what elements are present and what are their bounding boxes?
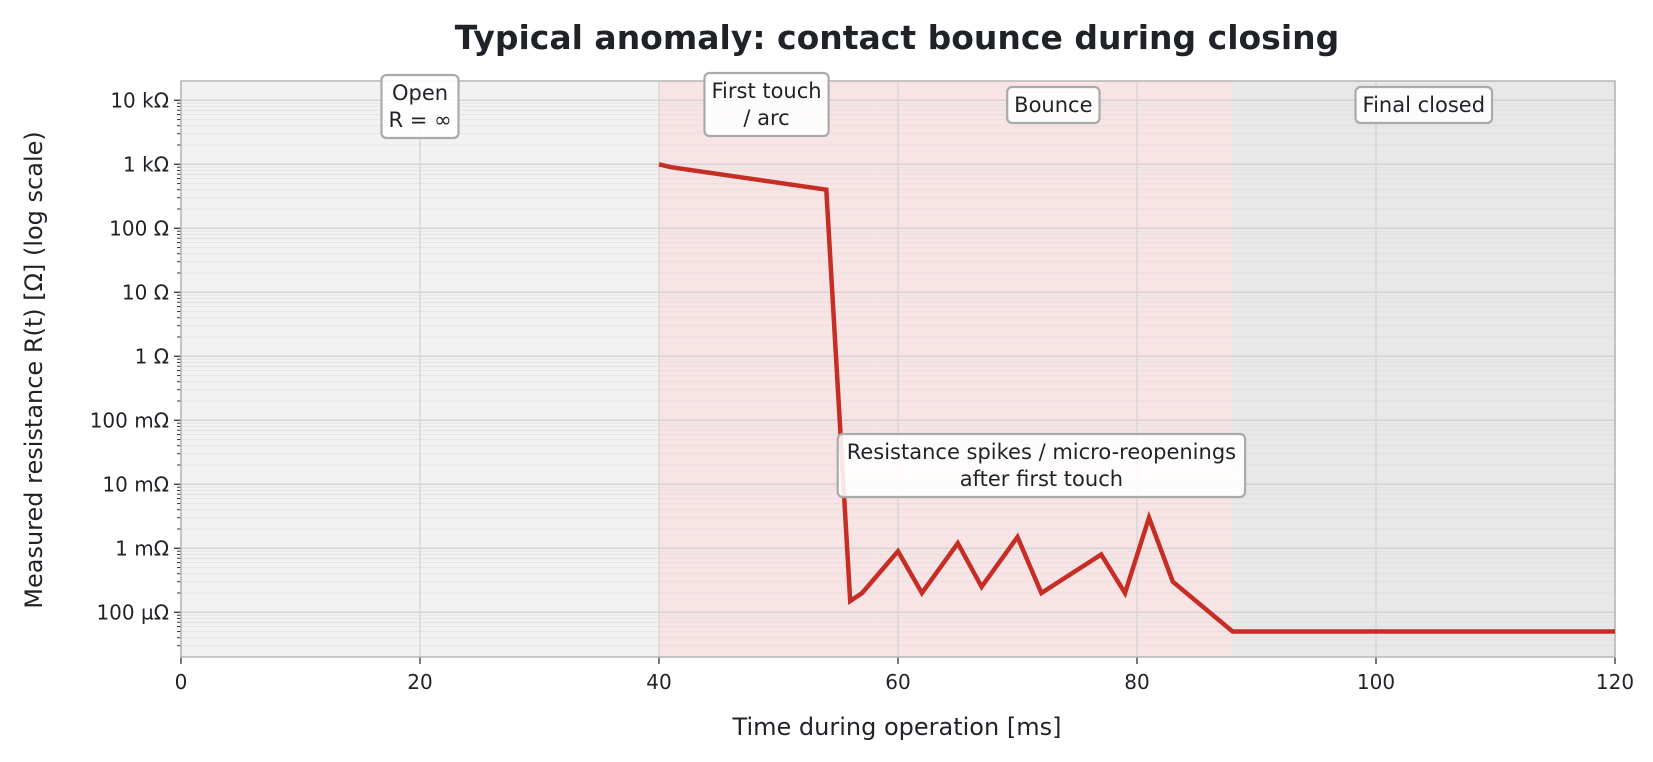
phase-label-1-box	[380, 73, 460, 140]
plot-frame	[180, 80, 1616, 658]
x-tick-label: 20	[407, 670, 432, 694]
phase-label-1-group: Open R = ∞	[380, 73, 460, 140]
phase-band-3	[874, 81, 1233, 657]
annotations: Open R = ∞ First touch / arc Bounce Final clo…	[380, 71, 1494, 499]
phase-band-4	[1232, 81, 1615, 657]
annotation-box-text: Resistance spikes / micro-reopenings	[847, 440, 1236, 464]
y-tick-label: 1 kΩ	[123, 152, 169, 176]
y-tick-label: 1 mΩ	[115, 536, 169, 560]
x-tick-label: 40	[646, 670, 671, 694]
phase-label-1-text: R = ∞	[388, 108, 451, 132]
chart-title: Typical anomaly: contact bounce during c…	[455, 18, 1340, 57]
annotation-box-box	[836, 432, 1247, 499]
y-tick-label: 10 mΩ	[102, 472, 169, 496]
y-tick-label: 1 Ω	[135, 344, 169, 368]
x-tick-label: 0	[175, 670, 188, 694]
x-tick-label: 100	[1357, 670, 1395, 694]
phase-label-4-text: Final closed	[1363, 93, 1486, 117]
y-tick-label: 10 Ω	[122, 280, 169, 304]
x-tick-label: 80	[1124, 670, 1149, 694]
axis-ticks: 0 20 40 60 80 100 120 100 µΩ 1 mΩ 10 mΩ 100 mΩ 1 Ω 1…	[90, 80, 1634, 694]
y-tick-label: 10 kΩ	[110, 88, 169, 112]
x-axis-label: Time during operation [ms]	[732, 713, 1062, 741]
y-axis-label: Measured resistance R(t) [Ω] (log scale)	[20, 131, 48, 608]
phase-label-1-text: Open	[392, 81, 448, 105]
phase-label-3-box	[1006, 85, 1101, 125]
x-tick-label: 60	[885, 670, 910, 694]
annotation-box-group: Resistance spikes / micro-reopenings afte…	[836, 432, 1247, 499]
phase-label-4-box	[1354, 85, 1494, 125]
phase-label-2-box	[703, 71, 830, 138]
phase-label-3-group: Bounce	[1006, 85, 1101, 125]
phase-label-2-text: First touch	[711, 79, 821, 103]
y-tick-label: 100 mΩ	[90, 408, 169, 432]
x-tick-label: 120	[1596, 670, 1634, 694]
phase-label-3-text: Bounce	[1014, 93, 1092, 117]
annotation-box-text: after first touch	[960, 467, 1123, 491]
phase-label-4-group: Final closed	[1354, 85, 1494, 125]
phase-label-2-group: First touch / arc	[703, 71, 830, 138]
y-tick-label: 100 Ω	[109, 216, 169, 240]
y-tick-label: 100 µΩ	[96, 600, 169, 624]
phase-label-2-text: / arc	[743, 106, 789, 130]
